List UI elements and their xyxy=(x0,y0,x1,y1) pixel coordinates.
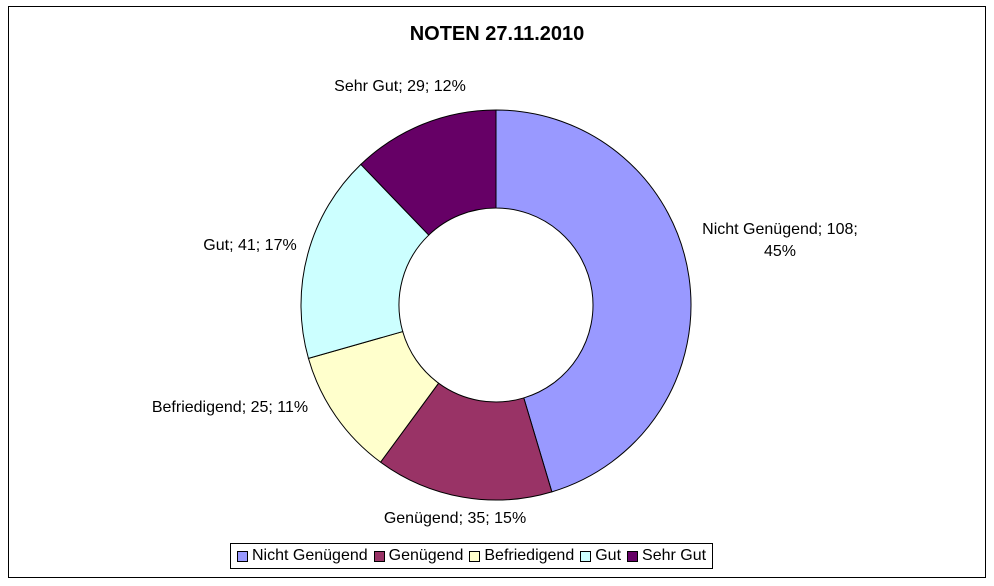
legend-swatch xyxy=(580,550,592,562)
chart-title: NOTEN 27.11.2010 xyxy=(409,23,585,45)
legend-item-nicht-gen-gend: Nicht Genügend xyxy=(237,547,368,565)
legend-swatch xyxy=(237,550,248,562)
data-label-befriedigend: Befriedigend; 25; 11% xyxy=(151,399,309,416)
legend-swatch xyxy=(627,550,639,562)
slice-sehr-gut xyxy=(360,109,497,236)
legend-label: Nicht Genügend xyxy=(252,547,368,564)
legend-swatch xyxy=(373,550,385,562)
legend-item-befriedigend: Befriedigend xyxy=(469,547,574,565)
legend-item-gut: Gut xyxy=(580,547,621,565)
legend-label: Gut xyxy=(595,547,622,564)
data-label-sehr-gut: Sehr Gut; 29; 12% xyxy=(334,78,466,95)
legend-label: Genügend xyxy=(388,547,464,564)
legend: Nicht Genügend Genügend Befriedigend Gut Seh… xyxy=(230,543,714,569)
data-label-gen-gend: Genügend; 35; 15% xyxy=(383,510,527,527)
legend-swatch xyxy=(469,550,481,562)
data-label-gut: Gut; 41; 17% xyxy=(203,237,297,254)
slice-gen-gend xyxy=(379,382,553,501)
data-label-nicht-gen-gend: Nicht Genügend; 108; 45% xyxy=(702,221,858,260)
legend-label: Befriedigend xyxy=(484,547,575,564)
slice-gut xyxy=(300,163,430,359)
legend-item-sehr-gut: Sehr Gut xyxy=(627,547,706,565)
slice-nicht-gen-gend xyxy=(495,109,692,493)
legend-label: Sehr Gut xyxy=(642,547,707,564)
legend-item-gen-gend: Genügend xyxy=(373,547,464,565)
